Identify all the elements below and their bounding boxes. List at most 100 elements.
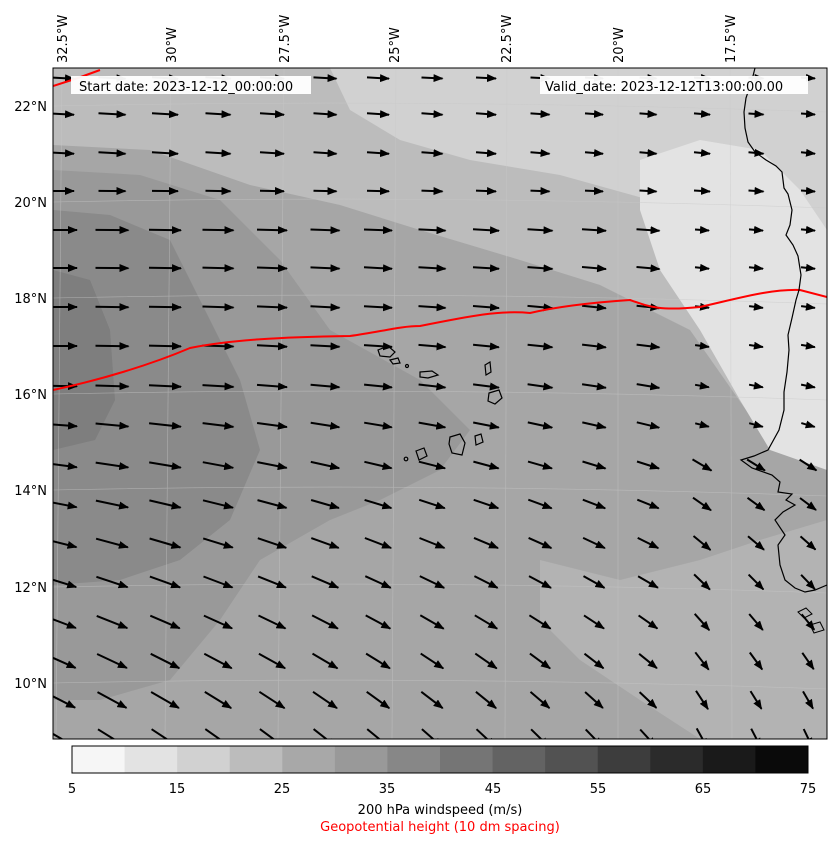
wind-arrow (800, 302, 816, 311)
wind-arrow (530, 728, 550, 739)
wind-arrow (148, 342, 182, 351)
wind-arrow (418, 303, 447, 312)
wind-arrow (421, 728, 443, 739)
lon-label-17-5w: 17.5°W (724, 15, 739, 63)
wind-arrow (148, 303, 182, 312)
colorbar-tick-65: 65 (695, 782, 712, 797)
wind-arrow (748, 613, 764, 631)
wind-arrow (366, 187, 390, 196)
wind-arrow (419, 537, 446, 549)
wind-arrow (203, 575, 234, 589)
wind-arrow (310, 537, 340, 549)
colorbar-ticks: 5 15 25 35 45 55 65 75 (68, 782, 816, 797)
wind-arrow (748, 381, 764, 390)
wind-arrow (527, 460, 553, 470)
wind-arrow (583, 652, 605, 670)
wind-arrow (527, 498, 553, 510)
wind-arrow (202, 382, 235, 391)
wind-arrow (582, 498, 607, 510)
colorbar-frame (71, 745, 809, 774)
wind-arrow (418, 460, 447, 470)
wind-arrow (748, 263, 764, 272)
wind-arrow (364, 498, 393, 510)
wind-arrow (53, 110, 75, 119)
wind-arrow (527, 342, 554, 351)
lon-label-20w: 20°W (612, 27, 627, 63)
wind-arrow (53, 618, 77, 629)
wind-arrow (149, 537, 182, 549)
wind-arrow (799, 497, 817, 511)
wind-arrow (418, 226, 447, 235)
valid-date-label: Valid_date: 2023-12-12T13:00:00.00 (545, 80, 783, 95)
wind-arrow (800, 341, 816, 350)
wind-arrow (800, 613, 816, 631)
wind-arrow (202, 303, 235, 312)
wind-arrow (475, 187, 497, 196)
wind-arrow (98, 110, 127, 119)
wind-arrow (363, 264, 393, 273)
wind-arrow (527, 303, 554, 312)
wind-arrow (693, 148, 711, 157)
colorbar-swatch (334, 746, 388, 773)
colorbar-swatch (387, 746, 441, 773)
cape-verde-islands (377, 345, 503, 462)
wind-arrow (419, 575, 446, 589)
wind-arrow (363, 382, 393, 391)
wind-arrow (364, 421, 393, 430)
colorbar-tick-55: 55 (590, 782, 607, 797)
wind-arrow (693, 613, 711, 631)
wind-arrow (53, 732, 76, 739)
wind-arrow (636, 498, 660, 510)
wind-arrow (475, 110, 497, 119)
wind-arrow (636, 382, 661, 391)
wind-arrow (692, 535, 712, 551)
wind-arrow (203, 652, 233, 670)
wind-arrow (639, 186, 658, 195)
windspeed-band-se (540, 520, 827, 739)
wind-arrow (472, 226, 500, 235)
lat-label-14n: 14°N (14, 484, 47, 499)
wind-arrow (694, 420, 710, 429)
wind-arrow (256, 226, 288, 235)
wind-arrow (584, 728, 603, 739)
colorbar-swatch (282, 746, 336, 773)
lat-label-16n: 16°N (14, 388, 47, 403)
longitude-labels: 32.5°W 30°W 27.5°W 25°W 22.5°W 20°W 17.5… (56, 15, 739, 63)
wind-arrow (473, 421, 500, 430)
wind-arrow (694, 341, 710, 350)
wind-arrow (800, 263, 816, 272)
wind-arrow (750, 728, 762, 739)
wind-arrow (472, 264, 500, 273)
colorbar-swatch (702, 746, 756, 773)
wind-arrow (584, 110, 604, 118)
colorbar: 5 15 25 35 45 55 65 75 200 hPa windspeed… (68, 745, 816, 835)
wind-arrow (310, 382, 341, 391)
lat-label-22n: 22°N (14, 100, 47, 115)
wind-arrow (418, 421, 447, 430)
wind-arrow (366, 74, 390, 83)
wind-arrow (800, 381, 816, 390)
wind-arrow (259, 110, 285, 119)
wind-arrow (151, 110, 179, 119)
wind-arrow (748, 302, 764, 311)
wind-arrow (530, 110, 551, 119)
wind-arrow (527, 264, 554, 273)
wind-arrow (473, 536, 499, 550)
wind-arrow (529, 652, 551, 670)
wind-arrow (312, 690, 338, 710)
colorbar-swatch (177, 746, 231, 773)
wind-arrow (528, 614, 552, 630)
wind-arrow (96, 614, 129, 630)
colorbar-swatches (72, 746, 809, 773)
wind-arrow (258, 690, 286, 710)
wind-arrow (364, 575, 392, 589)
wind-arrow (310, 342, 341, 351)
wind-arrow (313, 149, 338, 158)
wind-arrow (799, 535, 817, 551)
wind-arrow (475, 149, 497, 158)
wind-arrow (365, 652, 391, 670)
wind-arrow (98, 149, 127, 158)
wind-arrow (95, 537, 129, 549)
wind-arrow (257, 499, 288, 510)
valid-date-box (540, 76, 808, 94)
